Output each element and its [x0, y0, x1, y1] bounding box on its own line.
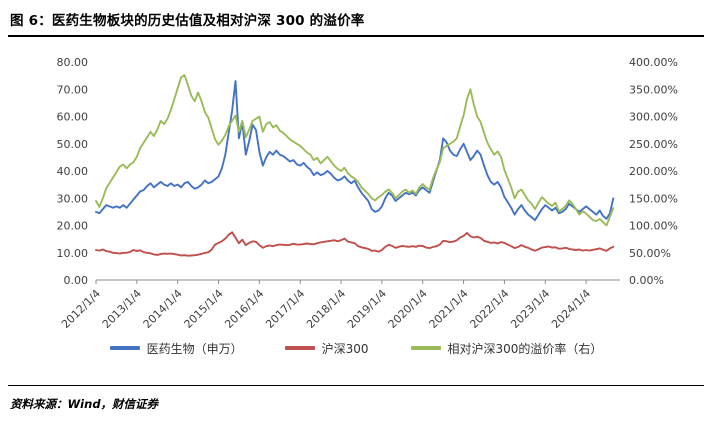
legend-label: 相对沪深300的溢价率（右）: [447, 341, 603, 356]
svg-text:150.00%: 150.00%: [629, 192, 678, 205]
svg-text:2018/1/4: 2018/1/4: [304, 287, 348, 331]
svg-text:70.00: 70.00: [57, 83, 89, 96]
figure-footer: 资料来源：Wind，财信证券: [8, 385, 704, 422]
svg-text:60.00: 60.00: [57, 111, 89, 124]
svg-text:100.00%: 100.00%: [629, 220, 678, 233]
legend-item-pharma-bio: 医药生物（申万）: [109, 340, 243, 357]
svg-text:50.00: 50.00: [57, 138, 89, 151]
svg-text:400.00%: 400.00%: [629, 56, 678, 69]
svg-text:50.00%: 50.00%: [629, 247, 671, 260]
legend-swatch-green-line: [410, 346, 441, 350]
chart-legend: 医药生物（申万） 沪深300 相对沪深300的溢价率（右）: [8, 336, 704, 360]
svg-text:2014/1/4: 2014/1/4: [141, 287, 185, 331]
svg-text:200.00%: 200.00%: [629, 165, 678, 178]
legend-item-premium-rate: 相对沪深300的溢价率（右）: [410, 340, 603, 357]
svg-text:2022/1/4: 2022/1/4: [467, 287, 511, 331]
chart-area: 0.00 10.00 20.00 30.00 40.00 50.00 60.00 70.00 8…: [8, 37, 704, 342]
svg-text:2012/1/4: 2012/1/4: [59, 287, 103, 331]
svg-text:20.00: 20.00: [57, 220, 89, 233]
legend-item-csi300: 沪深300: [284, 340, 369, 357]
legend-label: 医药生物（申万）: [146, 341, 243, 356]
legend-swatch-red-line: [284, 346, 315, 350]
svg-text:2016/1/4: 2016/1/4: [222, 287, 266, 331]
svg-text:40.00: 40.00: [57, 165, 89, 178]
svg-text:10.00: 10.00: [57, 247, 89, 260]
svg-text:2013/1/4: 2013/1/4: [100, 287, 144, 331]
svg-text:300.00%: 300.00%: [629, 111, 678, 124]
figure-header: 图 6：医药生物板块的历史估值及相对沪深 300 的溢价率: [8, 6, 704, 37]
legend-label: 沪深300: [321, 341, 369, 356]
svg-text:2015/1/4: 2015/1/4: [182, 287, 226, 331]
svg-text:2017/1/4: 2017/1/4: [263, 287, 307, 331]
svg-text:2019/1/4: 2019/1/4: [345, 287, 389, 331]
svg-text:0.00: 0.00: [64, 274, 89, 287]
legend-swatch-blue-line: [109, 346, 140, 350]
svg-text:2020/1/4: 2020/1/4: [386, 287, 430, 331]
svg-text:0.00%: 0.00%: [629, 274, 664, 287]
svg-text:250.00%: 250.00%: [629, 138, 678, 151]
svg-text:2023/1/4: 2023/1/4: [508, 287, 552, 331]
svg-text:80.00: 80.00: [57, 56, 89, 69]
figure-title: 图 6：医药生物板块的历史估值及相对沪深 300 的溢价率: [10, 13, 365, 29]
svg-text:2024/1/4: 2024/1/4: [549, 287, 593, 331]
data-source-note: 资料来源：Wind，财信证券: [10, 397, 159, 411]
svg-text:30.00: 30.00: [57, 192, 89, 205]
svg-text:2021/1/4: 2021/1/4: [427, 287, 471, 331]
chart-canvas: 0.00 10.00 20.00 30.00 40.00 50.00 60.00 70.00 8…: [57, 56, 678, 331]
svg-text:350.00%: 350.00%: [629, 83, 678, 96]
